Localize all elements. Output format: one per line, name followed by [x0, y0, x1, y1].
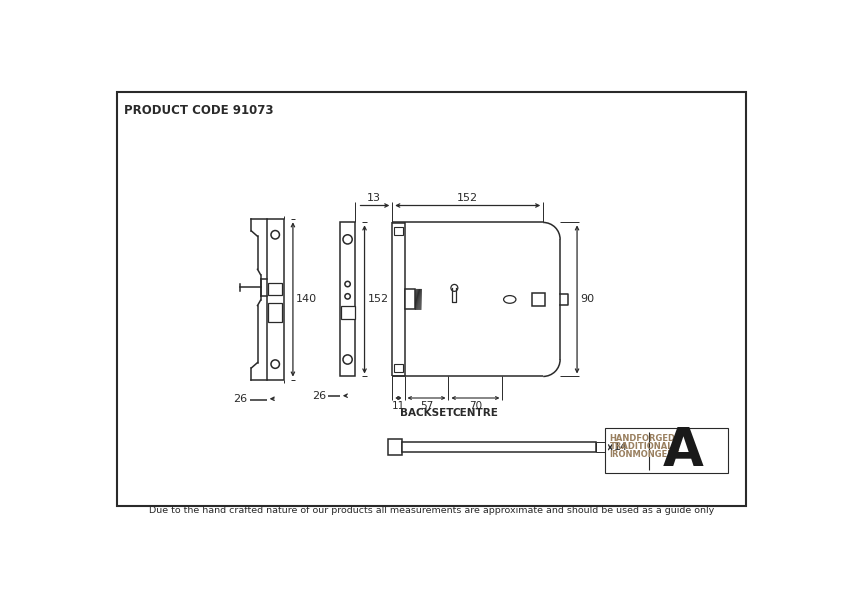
- Bar: [605, 428, 728, 473]
- Bar: [269, 284, 282, 294]
- Circle shape: [271, 360, 280, 368]
- Circle shape: [343, 235, 352, 244]
- Text: 57: 57: [420, 401, 433, 411]
- Circle shape: [343, 355, 352, 364]
- Text: 26: 26: [312, 391, 326, 401]
- Text: HANDFORGED: HANDFORGED: [610, 434, 675, 443]
- Text: TRADITIONAL: TRADITIONAL: [610, 442, 673, 451]
- Text: 11: 11: [392, 401, 405, 411]
- Text: Due to the hand crafted nature of our products all measurements are approximate : Due to the hand crafted nature of our pr…: [149, 506, 714, 515]
- Bar: [388, 439, 402, 455]
- Bar: [340, 222, 355, 377]
- Bar: [402, 442, 596, 452]
- Circle shape: [451, 284, 458, 291]
- Text: A: A: [663, 425, 704, 477]
- Text: BACKSET: BACKSET: [400, 408, 453, 418]
- Bar: [269, 303, 282, 322]
- Ellipse shape: [504, 296, 516, 303]
- Bar: [341, 306, 354, 319]
- Text: 14: 14: [614, 442, 628, 452]
- Circle shape: [345, 281, 350, 287]
- Text: IRONMONGERY: IRONMONGERY: [610, 450, 679, 459]
- Text: 90: 90: [580, 294, 594, 305]
- Circle shape: [345, 294, 350, 299]
- Text: CENTRE: CENTRE: [452, 408, 498, 418]
- Circle shape: [271, 231, 280, 239]
- Text: PRODUCT CODE 91073: PRODUCT CODE 91073: [125, 104, 274, 117]
- Bar: [531, 293, 546, 306]
- Text: 140: 140: [296, 294, 317, 305]
- Bar: [267, 219, 284, 380]
- Bar: [394, 227, 403, 235]
- Text: 152: 152: [368, 294, 389, 305]
- Text: 70: 70: [469, 401, 482, 411]
- Bar: [404, 290, 415, 309]
- Text: 152: 152: [457, 193, 478, 203]
- Bar: [394, 364, 403, 372]
- Text: 26: 26: [233, 394, 248, 403]
- Text: 13: 13: [367, 193, 381, 203]
